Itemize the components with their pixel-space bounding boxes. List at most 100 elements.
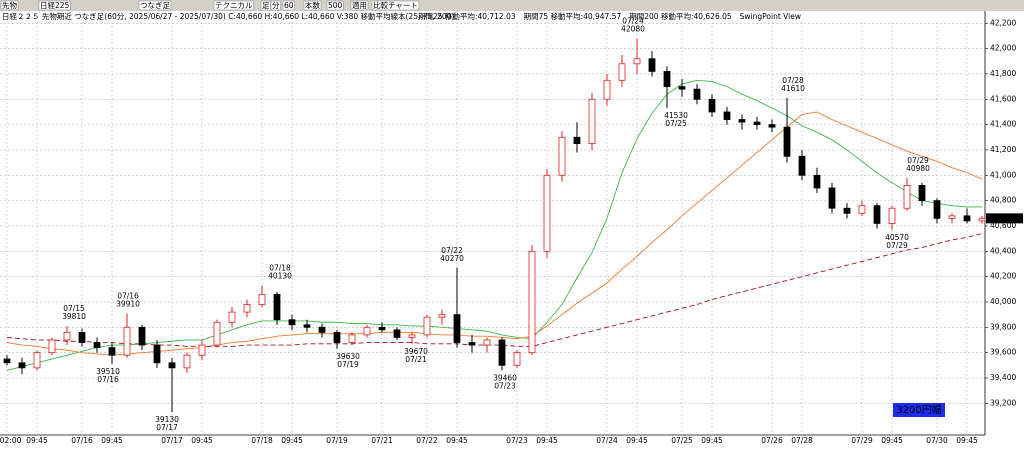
toolbar-control[interactable] bbox=[138, 0, 172, 11]
y-tick-label: 40,600 bbox=[990, 221, 1016, 230]
annotation-price: 41530 bbox=[664, 111, 688, 120]
range-label: 3200円幅 bbox=[896, 403, 941, 416]
annotation-date: 07/16 bbox=[97, 375, 119, 384]
toolbar-label[interactable]: テクニカル bbox=[215, 1, 253, 10]
y-tick-label: 39,200 bbox=[990, 398, 1016, 407]
candle-body bbox=[933, 200, 941, 219]
candle-body bbox=[573, 136, 581, 145]
legend-entry: 期間200 移動平均:40,626.05 bbox=[629, 11, 732, 21]
legend: 期間25 移動平均:40,712.03 期間75 移動平均:40,947.57 期間… bbox=[418, 11, 801, 21]
candle-body bbox=[888, 207, 896, 224]
candle-body bbox=[948, 215, 956, 219]
x-tick-label: 09:45 bbox=[536, 436, 558, 445]
y-tick-label: 40,000 bbox=[990, 297, 1016, 306]
annotation-date: 07/16 bbox=[117, 291, 139, 300]
x-tick-label: 09:45 bbox=[701, 436, 723, 445]
candle-body bbox=[528, 250, 536, 354]
candle-body bbox=[438, 314, 446, 318]
annotation-price: 39670 bbox=[404, 347, 428, 356]
x-tick-label: 07/28 bbox=[791, 436, 813, 445]
candle-body bbox=[513, 352, 521, 366]
x-tick-label: 07/30 bbox=[926, 436, 948, 445]
candle-body bbox=[33, 352, 41, 369]
toolbar-label[interactable]: 本数 bbox=[305, 0, 320, 10]
annotation-date: 07/29 bbox=[886, 241, 908, 250]
last-price-box bbox=[986, 213, 1023, 224]
toolbar-label[interactable]: 500 bbox=[328, 1, 343, 10]
candle-body bbox=[858, 205, 866, 214]
candle-body bbox=[873, 205, 881, 224]
toolbar-control[interactable] bbox=[303, 0, 322, 11]
candle-body bbox=[198, 344, 206, 356]
annotation-date: 07/23 bbox=[494, 381, 516, 390]
toolbar-label[interactable]: 60 bbox=[284, 1, 294, 10]
candle-body bbox=[978, 217, 986, 222]
toolbar-control[interactable] bbox=[282, 0, 295, 11]
toolbar-label[interactable]: 分 bbox=[272, 1, 280, 10]
annotation-date: 07/17 bbox=[156, 423, 178, 432]
annotation-price: 40270 bbox=[440, 254, 464, 263]
x-tick-label: 07/26 bbox=[761, 436, 783, 445]
candle-body bbox=[498, 339, 506, 366]
toolbar-control[interactable] bbox=[38, 0, 71, 11]
toolbar-label[interactable]: 日経225 bbox=[40, 0, 70, 10]
toolbar-label[interactable]: 適用 bbox=[352, 0, 367, 10]
candle-body bbox=[288, 319, 296, 326]
candle-body bbox=[693, 88, 701, 100]
candle-body bbox=[648, 58, 656, 72]
candle-body bbox=[678, 86, 686, 90]
x-tick-label: 09:45 bbox=[101, 436, 123, 445]
toolbar-control[interactable] bbox=[371, 0, 420, 11]
x-tick-label: 07/29 bbox=[851, 436, 873, 445]
view-label: SwingPoint View bbox=[740, 12, 801, 21]
x-tick-label: 07/23 bbox=[506, 436, 528, 445]
annotation-date: 07/19 bbox=[337, 360, 359, 369]
candle-body bbox=[663, 71, 671, 88]
candle-body bbox=[843, 207, 851, 214]
candle-body bbox=[138, 326, 146, 346]
candle-body bbox=[348, 334, 356, 343]
last-price-label: 40,660 bbox=[990, 213, 1016, 222]
annotation-price: 40130 bbox=[268, 272, 292, 281]
x-tick-label: 07/21 bbox=[371, 436, 393, 445]
x-tick-label: 09:45 bbox=[626, 436, 648, 445]
toolbar-control[interactable] bbox=[270, 0, 281, 11]
toolbar-control[interactable] bbox=[213, 0, 254, 11]
toolbar-label[interactable]: 比較チャート bbox=[373, 0, 418, 10]
toolbar-label[interactable]: 先物 bbox=[2, 0, 17, 10]
x-tick-label: 09:45 bbox=[26, 436, 48, 445]
candle-body bbox=[18, 362, 26, 369]
annotation-price: 39510 bbox=[96, 367, 120, 376]
candle-body bbox=[483, 339, 491, 346]
legend-entry: 期間75 移動平均:40,947.57 bbox=[524, 11, 622, 21]
candle-body bbox=[423, 316, 431, 336]
candle-body bbox=[78, 331, 86, 343]
candle-body bbox=[633, 58, 641, 65]
candle-body bbox=[228, 311, 236, 323]
candle-body bbox=[828, 187, 836, 209]
toolbar-control[interactable] bbox=[260, 0, 271, 11]
toolbar-control[interactable] bbox=[326, 0, 344, 11]
annotation-date: 07/18 bbox=[269, 264, 291, 273]
candle-body bbox=[738, 119, 746, 123]
toolbar-control[interactable] bbox=[0, 0, 19, 11]
x-tick-label: 07/25 bbox=[671, 436, 693, 445]
candle-body bbox=[183, 354, 191, 369]
candle-body bbox=[603, 79, 611, 100]
annotation-price: 41610 bbox=[781, 84, 805, 93]
y-tick-label: 42,200 bbox=[990, 18, 1016, 27]
y-tick-label: 39,400 bbox=[990, 373, 1016, 382]
toolbar-label[interactable]: 足 bbox=[262, 1, 270, 10]
candle-body bbox=[408, 334, 416, 338]
candle-body bbox=[618, 63, 626, 81]
candle-body bbox=[903, 185, 911, 209]
toolbar-control[interactable] bbox=[350, 0, 369, 11]
candle-body bbox=[3, 358, 11, 364]
candle-body bbox=[63, 331, 71, 341]
toolbar-label[interactable]: つなぎ足 bbox=[140, 0, 170, 10]
annotation-date: 07/25 bbox=[665, 119, 687, 128]
candle-body bbox=[798, 155, 806, 176]
x-tick-label: 07/16 bbox=[71, 436, 93, 445]
